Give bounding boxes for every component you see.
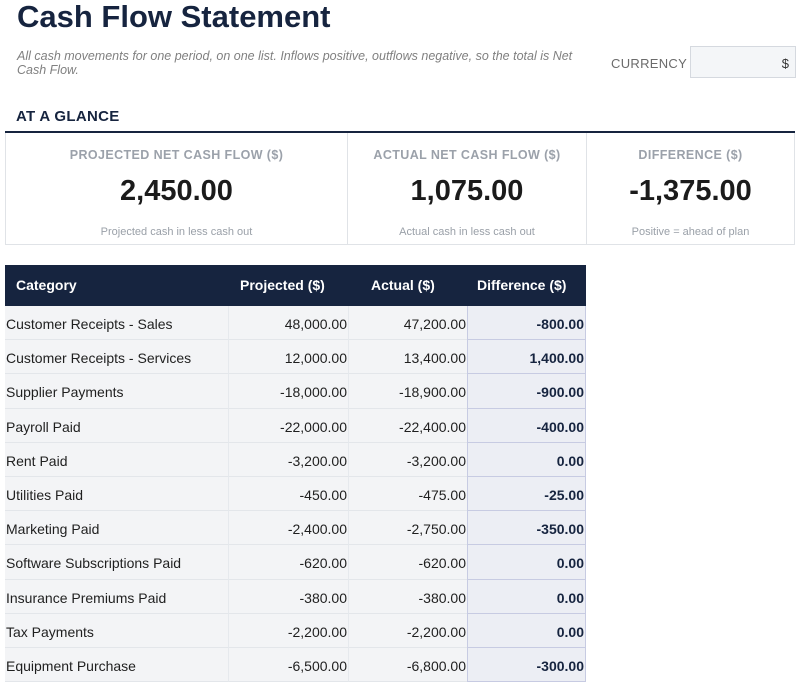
table-header: Category Projected ($) Actual ($) Differ… [5, 265, 586, 306]
table-body: Customer Receipts - Sales 48,000.00 47,2… [5, 306, 586, 683]
card-caption: Positive = ahead of plan [631, 226, 750, 238]
actual-cell[interactable]: 13,400.00 [348, 340, 467, 375]
projected-cell[interactable]: -3,200.00 [228, 442, 348, 477]
category-cell[interactable]: Marketing Paid [5, 511, 228, 546]
card-value: 1,075.00 [410, 175, 524, 207]
projected-net-card: PROJECTED NET CASH FLOW ($) 2,450.00 Pro… [5, 133, 348, 245]
projected-cell[interactable]: -380.00 [228, 579, 348, 614]
table-row: Customer Receipts - Sales 48,000.00 47,2… [5, 306, 586, 341]
category-cell[interactable]: Insurance Premiums Paid [5, 579, 228, 614]
card-label: ACTUAL NET CASH FLOW ($) [373, 148, 561, 162]
glance-heading: AT A GLANCE [16, 108, 120, 125]
difference-cell[interactable]: 1,400.00 [467, 340, 586, 375]
category-cell[interactable]: Utilities Paid [5, 476, 228, 512]
table-row: Tax Payments -2,200.00 -2,200.00 0.00 [5, 613, 586, 648]
category-cell[interactable]: Tax Payments [5, 613, 228, 648]
projected-cell[interactable]: 12,000.00 [228, 340, 348, 375]
projected-cell[interactable]: -6,500.00 [228, 647, 348, 683]
table-row: Insurance Premiums Paid -380.00 -380.00 … [5, 579, 586, 614]
card-caption: Actual cash in less cash out [399, 226, 535, 238]
actual-cell[interactable]: -3,200.00 [348, 442, 467, 477]
difference-cell[interactable]: 0.00 [467, 545, 586, 580]
category-cell[interactable]: Payroll Paid [5, 408, 228, 443]
actual-net-card: ACTUAL NET CASH FLOW ($) 1,075.00 Actual… [347, 133, 587, 245]
category-cell[interactable]: Supplier Payments [5, 374, 228, 409]
difference-cell[interactable]: 0.00 [467, 613, 586, 648]
table-row: Equipment Purchase -6,500.00 -6,800.00 -… [5, 647, 586, 683]
difference-cell[interactable]: -800.00 [467, 306, 586, 341]
actual-cell[interactable]: -18,900.00 [348, 374, 467, 409]
actual-cell[interactable]: -2,200.00 [348, 613, 467, 648]
difference-cell[interactable]: 0.00 [467, 579, 586, 614]
actual-cell[interactable]: -22,400.00 [348, 408, 467, 443]
table-row: Software Subscriptions Paid -620.00 -620… [5, 545, 586, 580]
projected-cell[interactable]: -2,400.00 [228, 511, 348, 546]
currency-label: CURRENCY [611, 56, 688, 71]
table-row: Rent Paid -3,200.00 -3,200.00 0.00 [5, 442, 586, 477]
actual-cell[interactable]: -6,800.00 [348, 647, 467, 683]
difference-cell[interactable]: 0.00 [467, 442, 586, 477]
projected-cell[interactable]: -620.00 [228, 545, 348, 580]
table-row: Customer Receipts - Services 12,000.00 1… [5, 340, 586, 375]
actual-cell[interactable]: -380.00 [348, 579, 467, 614]
card-label: PROJECTED NET CASH FLOW ($) [69, 148, 284, 162]
projected-cell[interactable]: -18,000.00 [228, 374, 348, 409]
column-header-category[interactable]: Category [16, 277, 77, 293]
category-cell[interactable]: Rent Paid [5, 442, 228, 477]
currency-input[interactable]: $ [690, 46, 796, 78]
column-header-projected[interactable]: Projected ($) [240, 277, 325, 293]
category-cell[interactable]: Software Subscriptions Paid [5, 545, 228, 580]
column-header-actual[interactable]: Actual ($) [371, 277, 435, 293]
projected-cell[interactable]: 48,000.00 [228, 306, 348, 341]
projected-cell[interactable]: -22,000.00 [228, 408, 348, 443]
table-row: Utilities Paid -450.00 -475.00 -25.00 [5, 476, 586, 512]
difference-cell[interactable]: -400.00 [467, 408, 586, 443]
actual-cell[interactable]: 47,200.00 [348, 306, 467, 341]
difference-cell[interactable]: -900.00 [467, 374, 586, 409]
difference-cell[interactable]: -350.00 [467, 511, 586, 546]
card-caption: Projected cash in less cash out [100, 226, 253, 238]
card-value: -1,375.00 [629, 175, 752, 207]
projected-cell[interactable]: -450.00 [228, 476, 348, 512]
column-header-difference[interactable]: Difference ($) [477, 277, 567, 293]
category-cell[interactable]: Equipment Purchase [5, 647, 228, 683]
category-cell[interactable]: Customer Receipts - Services [5, 340, 228, 375]
actual-cell[interactable]: -2,750.00 [348, 511, 467, 546]
page-title: Cash Flow Statement [17, 0, 331, 34]
page-subtitle: All cash movements for one period, on on… [17, 49, 573, 77]
actual-cell[interactable]: -620.00 [348, 545, 467, 580]
projected-cell[interactable]: -2,200.00 [228, 613, 348, 648]
table-row: Marketing Paid -2,400.00 -2,750.00 -350.… [5, 511, 586, 546]
difference-cell[interactable]: -25.00 [467, 476, 586, 512]
actual-cell[interactable]: -475.00 [348, 476, 467, 512]
card-value: 2,450.00 [120, 175, 233, 207]
table-row: Payroll Paid -22,000.00 -22,400.00 -400.… [5, 408, 586, 443]
table-row: Supplier Payments -18,000.00 -18,900.00 … [5, 374, 586, 409]
difference-cell[interactable]: -300.00 [467, 647, 586, 683]
difference-card: DIFFERENCE ($) -1,375.00 Positive = ahea… [586, 133, 795, 245]
glance-divider [5, 131, 795, 134]
category-cell[interactable]: Customer Receipts - Sales [5, 306, 228, 341]
card-label: DIFFERENCE ($) [638, 148, 743, 162]
